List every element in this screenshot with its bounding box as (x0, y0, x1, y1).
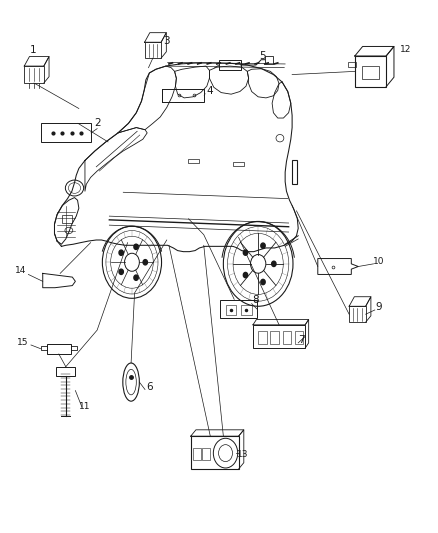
Bar (295, 331, 304, 344)
Bar (162, 89, 204, 102)
Bar (24, 66, 44, 83)
Bar (56, 367, 75, 376)
Bar (355, 56, 386, 87)
Bar (193, 448, 201, 459)
Circle shape (261, 279, 265, 285)
Bar (202, 448, 210, 459)
Text: 14: 14 (15, 266, 27, 275)
Bar (226, 305, 237, 316)
Bar (283, 331, 291, 344)
Bar (62, 215, 72, 223)
Circle shape (244, 272, 247, 278)
Bar (241, 305, 252, 316)
Bar (187, 159, 198, 163)
Circle shape (261, 243, 265, 248)
Circle shape (119, 250, 124, 255)
Bar (362, 66, 379, 79)
Bar (219, 60, 241, 70)
Text: 2: 2 (94, 118, 100, 128)
Text: 11: 11 (79, 401, 91, 410)
Bar (348, 62, 356, 67)
Bar (41, 123, 91, 142)
Text: 1: 1 (30, 45, 36, 55)
Text: 13: 13 (237, 450, 249, 459)
Circle shape (272, 261, 276, 266)
Text: 8: 8 (252, 295, 258, 304)
Circle shape (119, 269, 124, 274)
Bar (292, 160, 297, 184)
Bar (253, 325, 305, 348)
Text: 3: 3 (163, 36, 170, 46)
Text: 10: 10 (374, 257, 385, 266)
Bar (233, 161, 244, 166)
Text: 15: 15 (17, 338, 28, 347)
Circle shape (134, 244, 138, 249)
Text: 7: 7 (298, 335, 305, 345)
Bar (145, 42, 161, 58)
Bar (265, 56, 272, 64)
Text: 6: 6 (146, 382, 153, 392)
Bar (349, 306, 366, 322)
Bar (220, 300, 257, 318)
Text: 12: 12 (399, 45, 411, 54)
Bar (47, 344, 71, 354)
Text: 4: 4 (206, 86, 213, 95)
Text: 9: 9 (376, 302, 382, 312)
Circle shape (244, 250, 247, 255)
Bar (191, 436, 239, 469)
Circle shape (143, 260, 148, 265)
Circle shape (134, 275, 138, 280)
Text: 5: 5 (259, 51, 266, 61)
Bar (270, 331, 279, 344)
Bar (258, 331, 267, 344)
